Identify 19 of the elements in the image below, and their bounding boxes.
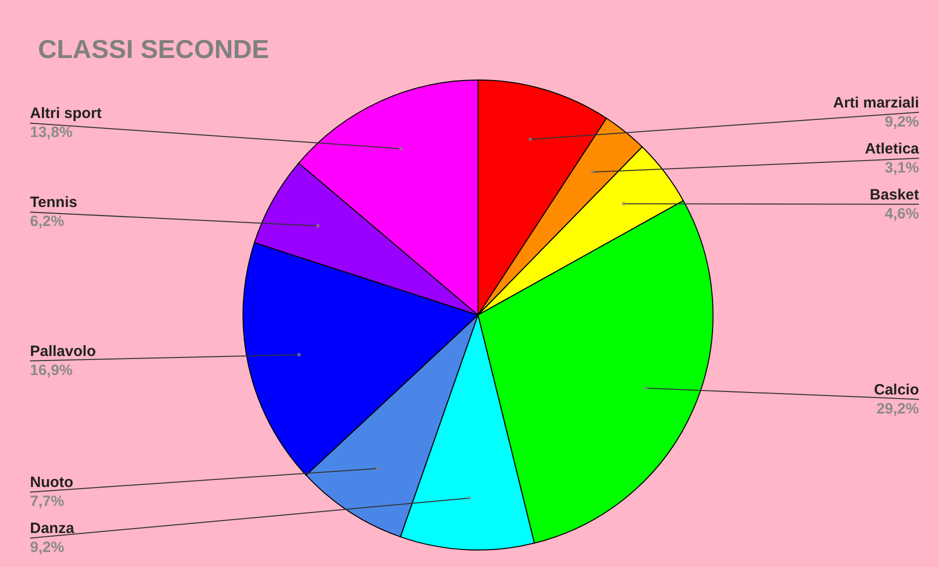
slice-label: Nuoto <box>30 474 74 492</box>
data-label: 7,7% <box>30 493 64 510</box>
data-label: 16,9% <box>30 362 73 379</box>
chart-title: CLASSI SECONDE <box>38 34 270 64</box>
slice-label: Tennis <box>30 194 78 212</box>
slice-label: Pallavolo <box>30 342 96 360</box>
data-label: 3,1% <box>884 159 919 176</box>
slice-label: Atletica <box>864 140 920 158</box>
slice-label: Calcio <box>874 381 919 398</box>
data-label: 4,6% <box>884 205 919 222</box>
data-label: 29,2% <box>876 400 919 418</box>
data-label: 6,2% <box>30 213 64 230</box>
slice-label: Danza <box>30 520 75 538</box>
data-label: 13,8% <box>30 124 73 142</box>
slice-label: Basket <box>870 186 919 204</box>
data-label: 9,2% <box>30 539 64 556</box>
data-label: 9,2% <box>884 113 919 130</box>
slice-label: Arti marziali <box>833 94 919 112</box>
slice-label: Altri sport <box>30 105 102 122</box>
